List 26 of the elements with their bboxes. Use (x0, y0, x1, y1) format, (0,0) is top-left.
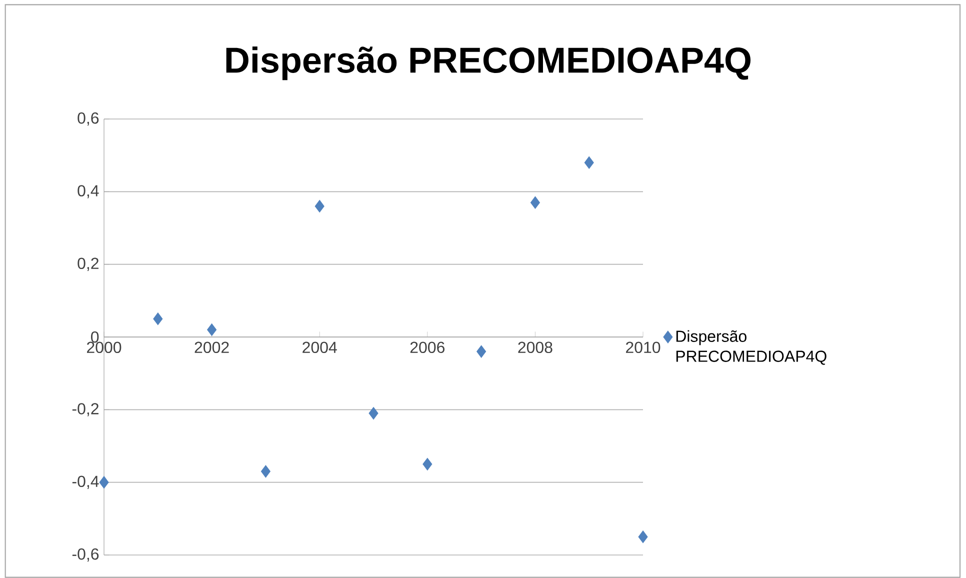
x-tick-label: 2010 (626, 342, 660, 354)
x-tick-label: 2004 (302, 342, 337, 354)
point (153, 312, 163, 326)
point (584, 156, 594, 169)
point (476, 345, 486, 358)
y-tick-label: -0,6 (72, 548, 99, 562)
x-tick-label: 2000 (87, 342, 122, 354)
x-tick-label: 2006 (410, 342, 444, 354)
y-tick-label: 0,6 (78, 112, 99, 126)
point (368, 407, 378, 420)
point (99, 476, 109, 489)
point (638, 530, 648, 544)
y-tick-label: -0,2 (72, 403, 98, 416)
y-tick-label: 0,4 (78, 185, 99, 198)
point (314, 200, 324, 212)
point (207, 323, 217, 336)
x-tick-label: 2002 (194, 342, 229, 354)
legend-label: Dispersão PRECOMEDIOAP4Q (676, 330, 826, 365)
point (422, 458, 432, 470)
y-tick-label: 0 (91, 331, 99, 343)
y-tick-label: -0,4 (72, 476, 99, 489)
point (530, 196, 540, 209)
point (260, 465, 270, 478)
chart-title: Dispersão PRECOMEDIOAP4Q (226, 46, 751, 80)
x-tick-label: 2008 (518, 342, 552, 354)
y-tick-label: 0,2 (78, 258, 98, 271)
